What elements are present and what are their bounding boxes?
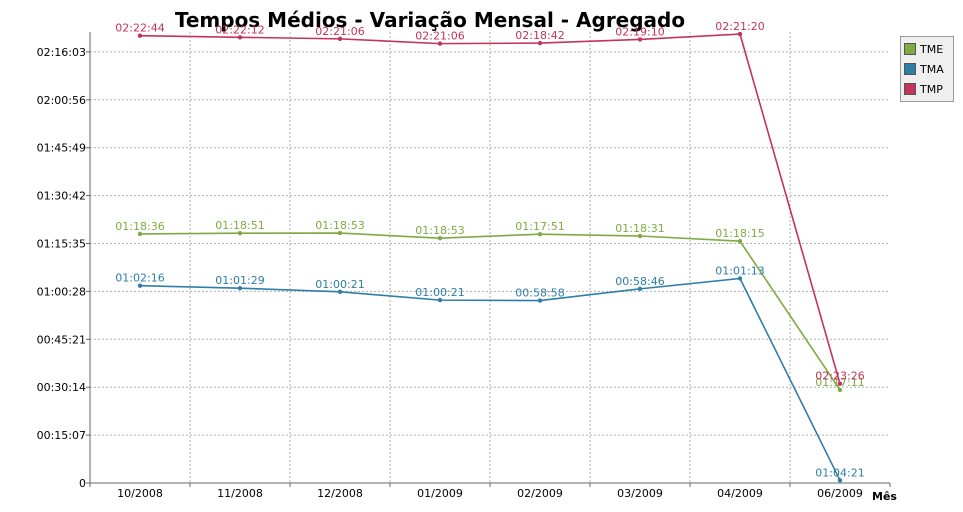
data-point-tmp: [137, 33, 143, 38]
x-tick-label: 12/2008: [317, 487, 363, 500]
data-label-tmp: 02:19:10: [615, 25, 664, 38]
data-label-tma: 01:00:21: [315, 278, 364, 291]
data-point-tme: [637, 233, 643, 239]
y-tick-label: 00:45:21: [37, 333, 86, 346]
data-point-tme: [537, 232, 543, 237]
data-point-tme: [337, 230, 343, 236]
legend-item-tma: TMA: [904, 59, 950, 79]
x-tick-label: 06/2009: [817, 487, 863, 500]
data-point-tma: [737, 276, 743, 281]
x-tick-label: 03/2009: [617, 487, 663, 500]
data-point-tmp: [637, 37, 643, 42]
series-line-tmp: [139, 33, 841, 384]
data-point-tmp: [237, 35, 243, 40]
data-label-tmp: 02:22:44: [115, 22, 164, 35]
y-tick-label: 02:00:56: [37, 94, 86, 107]
grid-lines: [90, 32, 890, 483]
legend-item-tme: TME: [904, 39, 950, 59]
data-point-tme: [137, 231, 143, 237]
legend-item-tmp: TMP: [904, 79, 950, 99]
data-label-tme: 01:18:31: [615, 222, 664, 235]
data-point-tma: [337, 289, 343, 294]
y-tick-label: 00:30:14: [37, 381, 86, 394]
data-label-tme: 01:18:53: [415, 224, 464, 237]
data-label-tmp: 02:23:26: [815, 370, 864, 383]
data-point-tme: [737, 238, 743, 244]
data-point-tmp: [737, 31, 743, 37]
legend: TME TMA TMP: [900, 36, 954, 102]
y-tick-label: 02:16:03: [37, 46, 86, 59]
data-label-tma: 01:02:16: [115, 272, 164, 285]
legend-label-tmp: TMP: [920, 82, 943, 96]
x-axis-label: Mês: [872, 490, 897, 503]
legend-swatch-tme: [904, 43, 916, 55]
data-point-tma: [637, 286, 643, 292]
series-group: 01:18:36 01:18:51 01:18:53 01:18:53 01:17:51…: [115, 20, 865, 483]
data-label-tmp: 02:18:42: [515, 29, 564, 42]
legend-label-tma: TMA: [920, 62, 944, 76]
x-tick-label: 01/2009: [417, 487, 463, 500]
data-point-tmp: [537, 40, 543, 46]
x-tick-label: 11/2008: [217, 487, 263, 500]
data-point-tma: [237, 285, 243, 291]
data-label-tme: 01:17:51: [515, 220, 564, 233]
data-label-tme: 01:18:51: [215, 219, 264, 232]
data-label-tme: 01:18:53: [315, 219, 364, 232]
data-label-tmp: 02:21:06: [415, 30, 464, 43]
data-label-tma: 01:04:21: [815, 466, 864, 479]
series-line-tme: [139, 232, 841, 391]
y-tick-label: 01:30:42: [37, 190, 86, 203]
data-label-tmp: 02:21:20: [715, 20, 764, 33]
x-axis-ticks: 10/2008 11/2008 12/2008 01/2009 02/2009 03/20…: [89, 483, 891, 500]
data-point-tme: [437, 235, 443, 241]
x-tick-label: 02/2009: [517, 487, 563, 500]
data-label-tma: 01:00:21: [415, 286, 464, 299]
data-point-tme: [237, 230, 243, 236]
legend-swatch-tma: [904, 63, 916, 75]
chart-title: Tempos Médios - Variação Mensal - Agrega…: [174, 8, 686, 32]
data-point-tma: [137, 283, 143, 288]
x-tick-label: 04/2009: [717, 487, 763, 500]
y-tick-label: 01:15:35: [37, 238, 86, 251]
y-axis-ticks: 0 00:15:07 00:30:14 00:45:21 01:00:28 01:15:3…: [37, 46, 90, 490]
series-line-tma: [139, 277, 841, 481]
data-label-tmp: 02:22:12: [215, 23, 264, 36]
y-tick-label: 01:45:49: [37, 142, 86, 155]
data-label-tma: 00:58:58: [515, 287, 564, 300]
data-label-tma: 01:01:29: [215, 274, 264, 287]
data-point-tma: [437, 297, 443, 303]
x-tick-label: 10/2008: [117, 487, 163, 500]
data-point-tme: [837, 387, 843, 393]
data-point-tmp: [337, 36, 343, 42]
y-tick-label: 01:00:28: [37, 285, 86, 298]
data-label-tma: 00:58:46: [615, 275, 664, 288]
data-point-tma: [537, 298, 543, 303]
data-point-tmp: [837, 381, 843, 386]
legend-label-tme: TME: [920, 42, 944, 56]
data-point-tmp: [437, 41, 443, 46]
legend-swatch-tmp: [904, 83, 916, 95]
data-label-tma: 01:01:13: [715, 264, 764, 277]
y-tick-label: 0: [79, 477, 86, 490]
data-label-tme: 01:18:36: [115, 220, 164, 233]
data-label-tmp: 02:21:06: [315, 25, 364, 38]
y-tick-label: 00:15:07: [37, 429, 86, 442]
data-point-tma: [837, 478, 843, 483]
data-label-tme: 01:18:15: [715, 227, 764, 240]
